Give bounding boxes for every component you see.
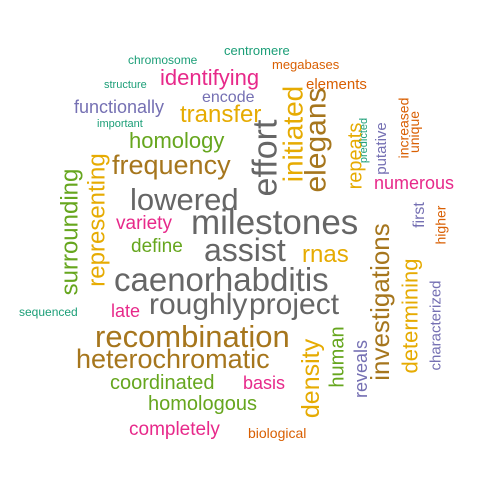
word-define: define [131,236,183,257]
word-higher: higher [431,205,448,245]
word-transfer: transfer [180,101,262,128]
word-centromere: centromere [224,43,290,58]
word-completely: completely [129,419,220,440]
word-unique: unique [406,110,423,154]
word-basis: basis [243,373,286,393]
word-sequenced: sequenced [19,305,78,319]
word-recombination: recombination [95,319,290,354]
word-milestones: milestones [191,203,359,242]
word-first: first [410,202,428,228]
word-reveals: reveals [351,339,372,399]
word-homology: homology [129,128,225,153]
word-human: human [326,326,349,388]
word-identifying: identifying [160,65,260,90]
word-project: project [249,288,340,321]
word-representing: representing [83,153,111,287]
word-important: important [97,118,143,130]
word-coordinated: coordinated [110,372,215,394]
word-determining: determining [396,258,422,374]
word-caenorhabditis: caenorhabditis [114,261,329,298]
word-surrounding: surrounding [55,168,83,296]
word-late: late [111,301,141,321]
word-putative: putative [372,121,390,175]
word-biological: biological [248,425,307,441]
word-chromosome: chromosome [128,53,198,67]
word-encode: encode [202,89,255,106]
word-megabases: megabases [272,57,340,72]
word-predicted: predicted [357,117,370,163]
word-variety: variety [116,213,172,234]
word-elements: elements [306,76,367,93]
word-density: density [296,338,325,418]
word-assist: assist [204,232,286,268]
word-frequency: frequency [112,150,231,180]
word-homologous: homologous [148,393,257,415]
word-heterochromatic: heterochromatic [76,344,270,374]
word-elegans: elegans [299,87,333,193]
word-numerous: numerous [374,173,455,193]
word-lowered: lowered [130,182,239,217]
word-structure: structure [104,79,147,91]
word-rnas: rnas [302,241,349,268]
word-functionally: functionally [74,97,165,117]
word-roughly: roughly [149,288,248,321]
word-characterized: characterized [427,279,445,371]
word-effort: effort [245,119,284,197]
